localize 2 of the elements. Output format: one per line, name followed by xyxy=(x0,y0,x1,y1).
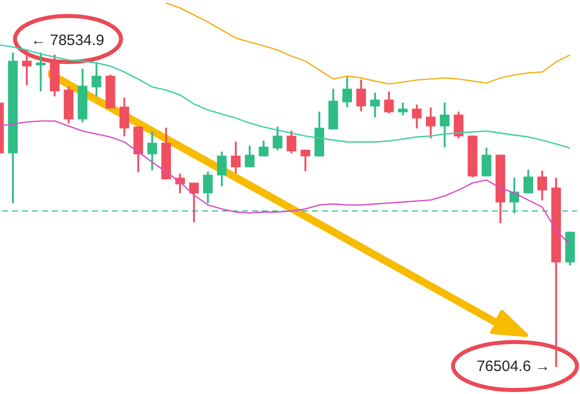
text: ← 78534.9 xyxy=(30,32,104,50)
annotation: 76504.6 → xyxy=(476,358,550,376)
